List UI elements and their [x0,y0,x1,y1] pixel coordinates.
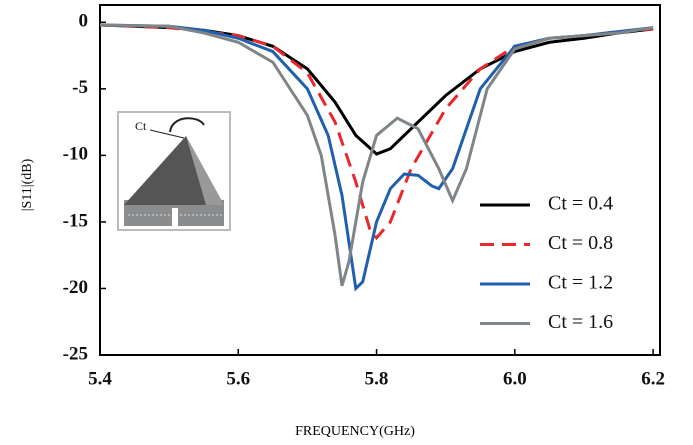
x-axis-label: FREQUENCY(GHz) [295,424,415,439]
inset [117,111,231,231]
x-tick-label: 5.4 [88,368,112,389]
legend-label: Ct = 0.4 [548,193,613,215]
series-line [99,23,654,241]
y-tick-label: -5 [72,77,88,98]
x-tick-label: 6.2 [641,368,665,389]
plot-frame [99,4,661,356]
legend-label: Ct = 1.2 [548,272,613,294]
y-tick-label: -20 [63,277,88,298]
y-tick-label: -15 [63,210,88,231]
x-tick-label: 6.0 [503,368,527,389]
series-line [99,23,654,287]
y-axis-label: |S11|(dB) [20,158,35,211]
y-tick-label: -25 [63,343,88,364]
x-tick-label: 5.6 [226,368,250,389]
series-line [99,23,654,292]
y-tick-label: -10 [63,144,88,165]
y-tick-label: 0 [79,11,89,32]
legend-label: Ct = 0.8 [548,232,613,254]
inset-label: Ct [135,119,147,133]
x-tick-label: 5.8 [365,368,389,389]
legend-label: Ct = 1.6 [548,311,613,333]
